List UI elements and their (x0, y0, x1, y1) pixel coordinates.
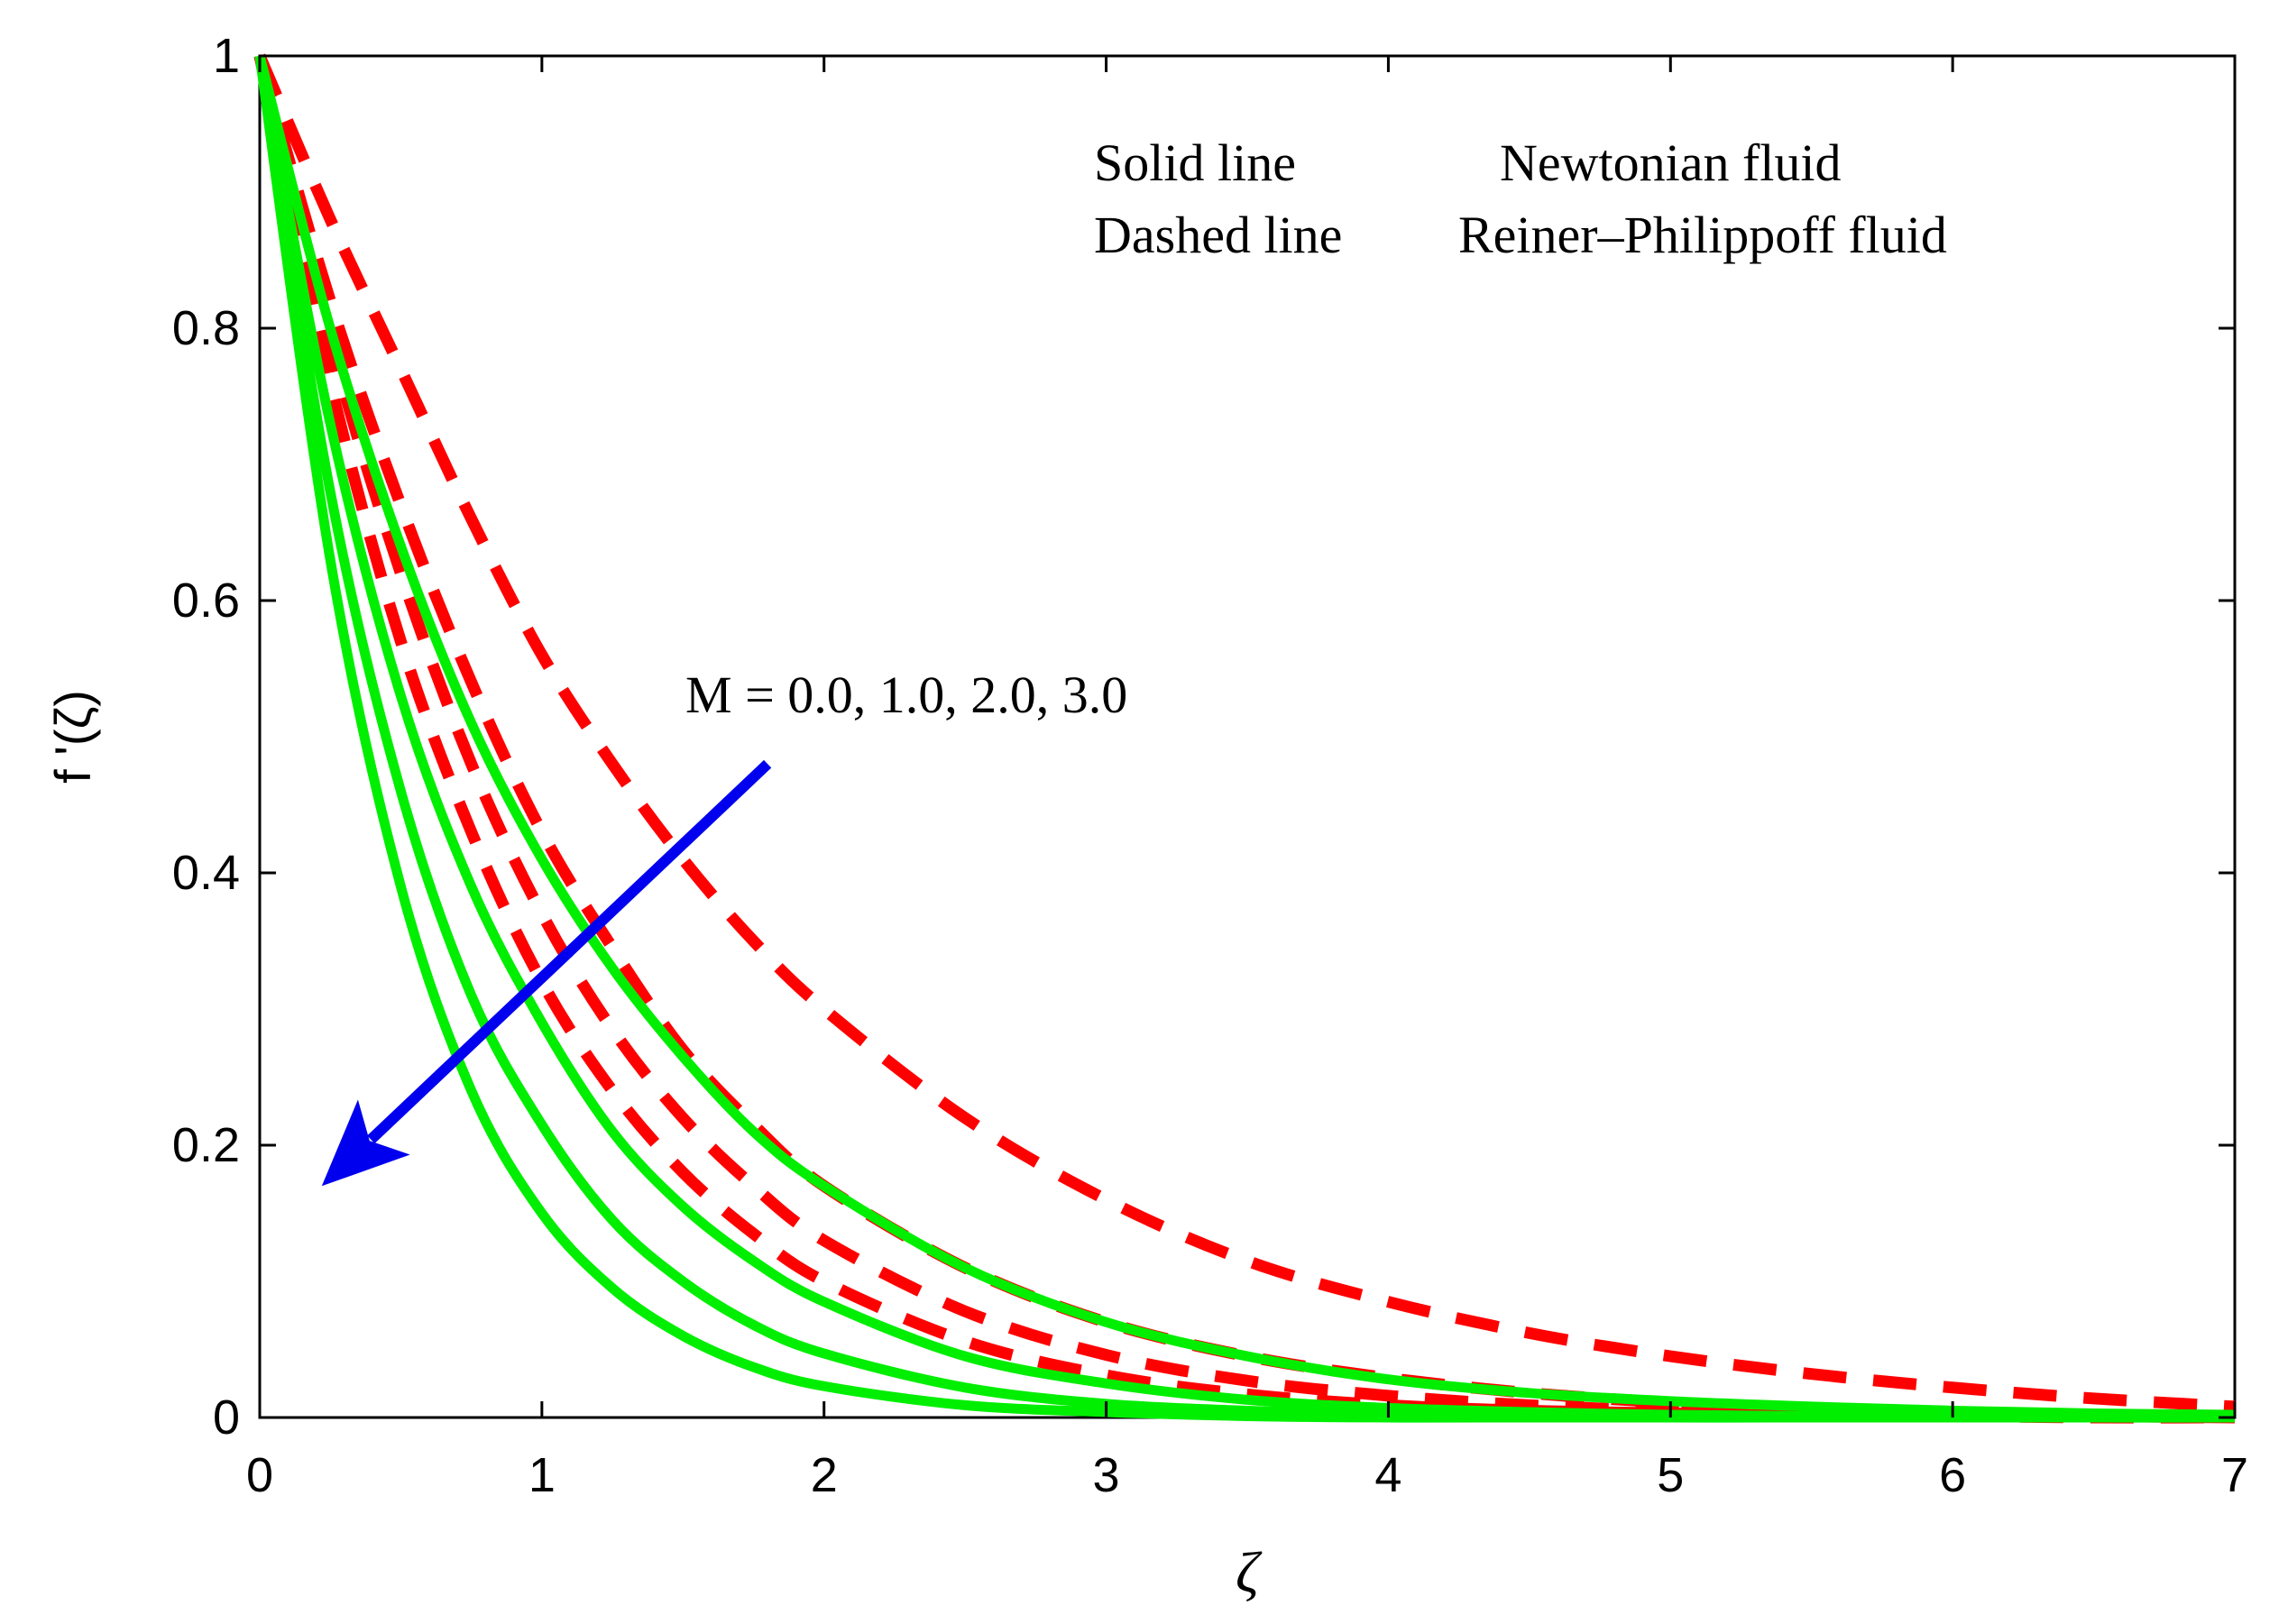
x-axis-title: ζ (1236, 1540, 1263, 1604)
x-tick-label: 6 (1939, 1448, 1966, 1502)
y-tick-label: 0.4 (172, 846, 240, 900)
m-arrow-head-icon (321, 1099, 410, 1187)
legend-dashed-description: Reiner–Philippoff fluid (1458, 206, 1947, 264)
y-axis-title: f '(ζ) (44, 690, 101, 784)
x-tick-label: 0 (246, 1448, 273, 1502)
y-tick-label: 0.8 (172, 301, 240, 355)
ticks-layer: 0 1 2 3 4 5 6 7 0 0.2 0.4 0.6 0.8 1 (172, 29, 2248, 1502)
x-tick-label: 3 (1093, 1448, 1120, 1502)
y-tick-label: 0.2 (172, 1118, 240, 1172)
legend-text-block: Solid line Newtonian fluid Dashed line R… (1094, 133, 1947, 264)
legend-solid-description: Newtonian fluid (1500, 133, 1842, 192)
x-tick-label: 1 (528, 1448, 556, 1502)
m-arrow-line (367, 759, 772, 1144)
series-line-reiner-philippoff-m-3-0 (253, 54, 2236, 1424)
m-annotation-label: M = 0.0, 1.0, 2.0, 3.0 (685, 665, 1127, 724)
legend-solid-label: Solid line (1094, 133, 1296, 192)
legend-dashed-label: Dashed line (1094, 206, 1342, 264)
x-tick-label: 4 (1374, 1448, 1401, 1502)
y-tick-label: 0 (213, 1390, 240, 1445)
y-tick-label: 0.6 (172, 573, 240, 628)
x-tick-label: 2 (811, 1448, 838, 1502)
x-tick-label: 5 (1657, 1448, 1684, 1502)
series-line-newtonian-m-0-0 (254, 54, 2236, 1420)
annotation-layer: M = 0.0, 1.0, 2.0, 3.0 (321, 665, 1127, 1187)
series-layer (253, 53, 2236, 1424)
y-tick-label: 1 (213, 29, 240, 83)
x-tick-label: 7 (2221, 1448, 2248, 1502)
series-line-reiner-philippoff-m-0-0 (254, 53, 2236, 1413)
series-line-newtonian-m-3-0 (254, 55, 2235, 1423)
